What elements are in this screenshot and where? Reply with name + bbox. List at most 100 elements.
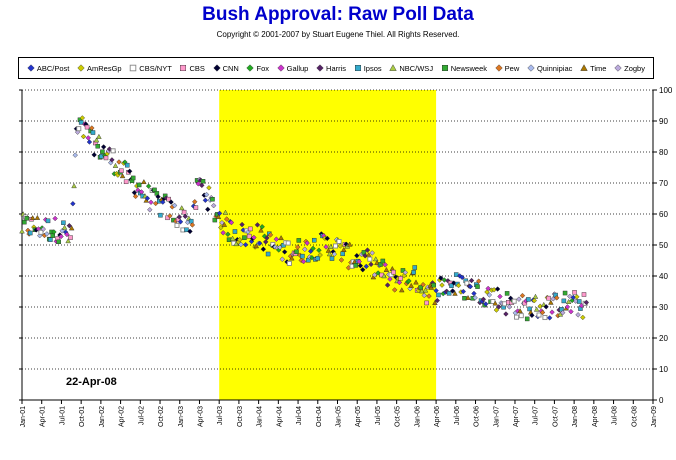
data-point (441, 277, 448, 283)
data-point (309, 254, 315, 261)
data-point (524, 316, 530, 322)
data-point (166, 196, 171, 202)
data-point (406, 278, 412, 284)
data-point (181, 209, 187, 215)
data-point (426, 293, 432, 299)
data-point (65, 238, 71, 244)
data-point (176, 214, 183, 220)
x-tick-label: Oct-08 (631, 406, 638, 427)
data-point (123, 179, 129, 185)
data-points (19, 115, 590, 322)
legend-marker (27, 64, 35, 72)
x-tick-label: Jan-01 (20, 406, 27, 428)
data-point (167, 213, 173, 219)
data-point (475, 284, 480, 289)
data-point (56, 239, 61, 245)
y-tick-label: 30 (659, 303, 668, 312)
data-point (564, 304, 571, 310)
data-point (392, 287, 398, 293)
data-point (71, 183, 77, 189)
data-point (141, 179, 147, 184)
data-point (431, 282, 436, 288)
legend-label: Newsweek (450, 63, 487, 73)
data-point (310, 245, 316, 252)
y-tick-label: 90 (659, 117, 668, 126)
data-point (220, 230, 226, 236)
data-point (251, 234, 257, 241)
data-point (336, 238, 342, 244)
data-point (199, 182, 205, 189)
x-tick-label: Jul-01 (59, 406, 66, 425)
x-tick-label: Jan-07 (493, 406, 500, 428)
data-point (22, 219, 27, 225)
data-point (434, 297, 440, 304)
data-point (468, 277, 475, 284)
data-point (411, 270, 416, 275)
data-point (506, 304, 513, 310)
legend-marker (212, 64, 221, 72)
data-point (109, 157, 115, 163)
data-point (125, 162, 130, 168)
legend-item: Time (580, 64, 606, 73)
data-point (257, 240, 263, 247)
data-point (483, 301, 489, 307)
data-point (187, 228, 193, 235)
data-point (61, 220, 66, 225)
legend-label: NBC/WSJ (399, 63, 434, 73)
data-point (307, 248, 314, 254)
data-point (580, 314, 586, 321)
legend-item: Ipsos (354, 64, 382, 73)
data-point (215, 214, 222, 219)
x-tick-label: Apr-01 (40, 406, 47, 427)
data-point (72, 152, 78, 158)
data-point (273, 236, 280, 242)
legend-marker-shape (316, 64, 324, 72)
data-point (399, 287, 405, 293)
legend-marker (495, 64, 503, 72)
data-point (517, 308, 523, 314)
data-point (110, 148, 116, 154)
legend-label: CBS/NYT (139, 63, 172, 73)
data-point (182, 213, 188, 219)
x-tick-label: Apr-05 (355, 406, 362, 427)
legend-item: Gallup (277, 64, 308, 73)
data-point (317, 252, 323, 258)
data-point (436, 292, 441, 298)
data-point (380, 258, 386, 264)
data-point (119, 168, 124, 173)
data-point (449, 288, 456, 294)
data-point (216, 210, 223, 216)
data-point (70, 201, 76, 207)
data-point (184, 227, 189, 233)
data-point (281, 249, 288, 255)
x-tick-label: Oct-06 (474, 406, 481, 427)
x-tick-label: Jul-07 (533, 406, 540, 425)
data-point (565, 299, 572, 304)
legend-marker-shape (27, 64, 35, 72)
data-point (378, 262, 383, 267)
data-point (80, 133, 87, 140)
data-point (402, 269, 409, 276)
y-tick-label: 20 (659, 334, 668, 343)
x-tick-label: Jan-03 (178, 406, 185, 428)
x-tick-label: Jan-04 (257, 406, 264, 428)
data-point (357, 263, 364, 269)
data-point (64, 231, 70, 238)
data-point (480, 296, 487, 302)
data-point (518, 313, 524, 319)
data-point (572, 290, 577, 295)
data-point (363, 263, 369, 270)
data-point (516, 296, 522, 302)
x-tick-label: Apr-04 (276, 406, 283, 427)
data-point (511, 298, 517, 304)
legend-marker-shape (277, 64, 285, 72)
legend-marker (246, 64, 255, 72)
data-point (193, 205, 199, 210)
data-point (471, 290, 477, 297)
data-point (543, 304, 549, 310)
data-point (360, 267, 366, 273)
legend-marker-shape (580, 64, 588, 71)
data-point (460, 288, 466, 295)
x-tick-label: Jul-03 (217, 406, 224, 425)
